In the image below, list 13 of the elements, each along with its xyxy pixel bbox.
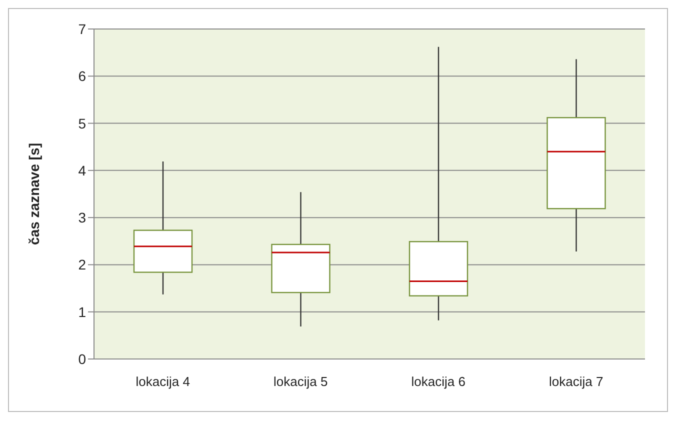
- y-tick-label: 2: [78, 256, 86, 273]
- x-tick-label: lokacija 7: [549, 374, 604, 390]
- y-tick-label: 3: [78, 210, 86, 226]
- y-tick-label: 1: [78, 304, 86, 320]
- x-tick-label: lokacija 6: [411, 374, 466, 390]
- y-tick-label: 6: [78, 68, 86, 84]
- y-tick-label: 4: [78, 162, 86, 178]
- y-tick-label: 0: [78, 350, 86, 367]
- x-tick-label: lokacija 5: [274, 374, 328, 390]
- y-tick-label: 5: [78, 115, 86, 132]
- y-axis-title: čas zaznave [s]: [26, 143, 42, 245]
- x-tick-label: lokacija 4: [136, 374, 190, 390]
- y-tick-label: 7: [78, 20, 86, 37]
